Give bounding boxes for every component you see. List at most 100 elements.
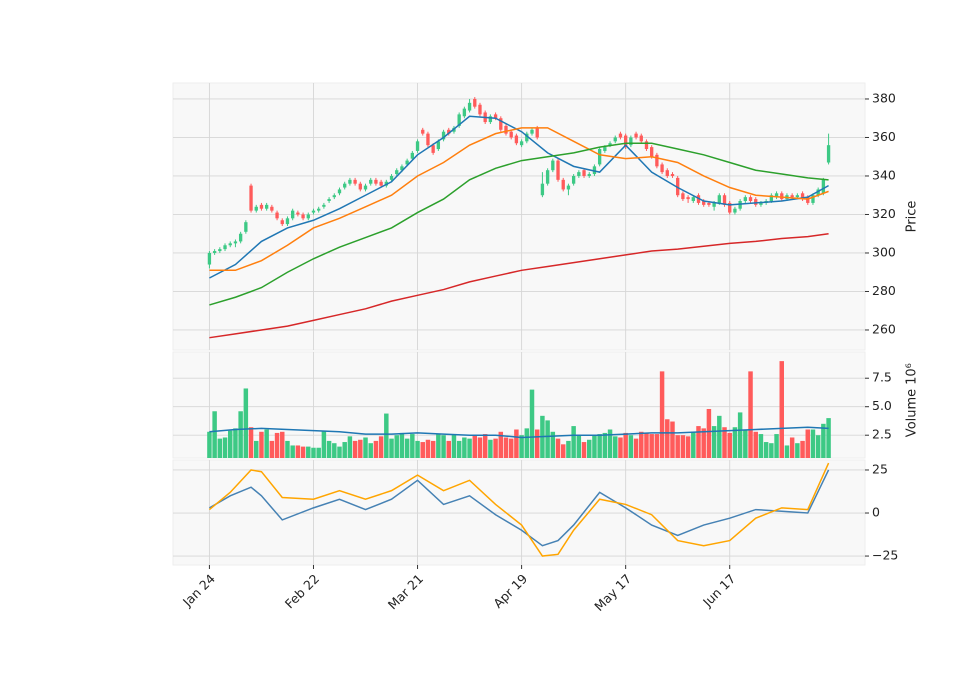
candle-body — [223, 245, 227, 250]
y-axis-offset: 10⁶ — [905, 363, 920, 385]
candle-body — [379, 181, 383, 186]
volume-bar — [446, 440, 451, 458]
candle-body — [660, 164, 664, 173]
y-tick-label: 280 — [872, 283, 896, 298]
y-tick-label: 340 — [872, 167, 896, 182]
candle-body — [540, 183, 545, 196]
volume-average — [209, 426, 829, 439]
x-tick-label: Apr 19 — [490, 571, 530, 611]
candle-body — [806, 197, 810, 203]
candle-body — [571, 175, 576, 184]
moving-average — [209, 127, 829, 272]
candle-body — [722, 195, 727, 205]
volume-bar — [753, 431, 758, 458]
volume-bar — [555, 438, 561, 458]
volume-bar — [264, 429, 269, 458]
volume-bar — [826, 418, 831, 458]
candle-body — [405, 160, 409, 165]
volume-bar — [675, 435, 680, 458]
volume-bar — [254, 440, 259, 458]
candle-body — [457, 114, 461, 126]
volume-bar — [394, 435, 399, 458]
candle-body — [655, 154, 659, 167]
volume-bar — [347, 436, 353, 458]
volume-bar — [269, 440, 275, 458]
volume-bar — [430, 440, 436, 458]
volume-bar — [628, 435, 634, 458]
candle-body — [285, 218, 290, 225]
candle-body — [415, 141, 420, 151]
candle-body — [509, 131, 513, 138]
volume-bar — [670, 421, 675, 458]
volume-bar — [425, 439, 431, 458]
y-tick-label: 0 — [872, 505, 880, 520]
moving-average — [209, 115, 829, 279]
volume-bar — [493, 438, 498, 458]
candle-body — [582, 170, 586, 176]
volume-bar — [795, 443, 800, 458]
volume-bar — [680, 435, 686, 458]
candle-body — [608, 143, 612, 146]
volume-bar — [441, 435, 446, 458]
volume-bar — [514, 429, 519, 458]
volume-bar — [311, 447, 316, 458]
y-axis-label: Price — [905, 201, 920, 233]
volume-bar — [384, 413, 389, 458]
volume-bar — [618, 437, 623, 458]
candle-body — [530, 129, 534, 134]
volume-bar — [810, 429, 816, 458]
volume-bar — [332, 443, 337, 458]
y-tick-label: 25 — [872, 461, 888, 476]
candle-body — [478, 104, 482, 115]
candle-body — [816, 189, 820, 196]
volume-bar — [633, 438, 639, 458]
candle-body — [441, 131, 446, 140]
volume-bar — [378, 436, 384, 458]
candle-body — [603, 147, 607, 151]
volume-bar — [732, 427, 738, 458]
volume-bar — [711, 426, 717, 458]
candle-body — [410, 152, 415, 159]
candle-body — [811, 195, 815, 203]
candle-body — [561, 179, 565, 190]
panel-background — [172, 82, 866, 351]
candle-body — [728, 202, 732, 213]
volume-bar — [706, 408, 712, 458]
volume-bar — [821, 423, 826, 458]
volume-bar — [498, 431, 504, 458]
x-tick-label: Jun 17 — [699, 571, 738, 610]
candle-body — [707, 202, 711, 205]
candle-body — [650, 147, 654, 157]
volume-bar — [259, 431, 264, 458]
volume-bar — [227, 430, 233, 458]
volume-bar — [342, 442, 347, 458]
volume-bar — [805, 429, 811, 458]
volume-bar — [529, 389, 535, 458]
x-tick-label: Jan 24 — [179, 571, 218, 610]
volume-bar — [644, 432, 649, 458]
volume-bar — [306, 446, 311, 458]
volume-bar — [743, 429, 748, 458]
candle-body — [634, 133, 638, 138]
candle-body — [774, 193, 779, 198]
candle-body — [681, 193, 685, 200]
candle-body — [738, 201, 742, 209]
candle-body — [759, 202, 763, 205]
candle-body — [800, 193, 805, 200]
candle-body — [712, 202, 716, 207]
candle-body — [301, 214, 305, 219]
volume-bar — [758, 434, 764, 458]
candle-body — [519, 141, 524, 146]
candle-body — [566, 185, 571, 190]
candle-body — [473, 98, 477, 107]
volume-bar — [212, 411, 217, 458]
candle-body — [343, 183, 347, 188]
volume-bar — [482, 434, 488, 458]
candle-body — [270, 206, 274, 211]
candle-body — [639, 135, 643, 142]
volume-bar — [295, 445, 301, 458]
volume-bar — [815, 435, 821, 458]
y-tick-label: 380 — [872, 90, 896, 105]
candle-body — [395, 170, 399, 175]
